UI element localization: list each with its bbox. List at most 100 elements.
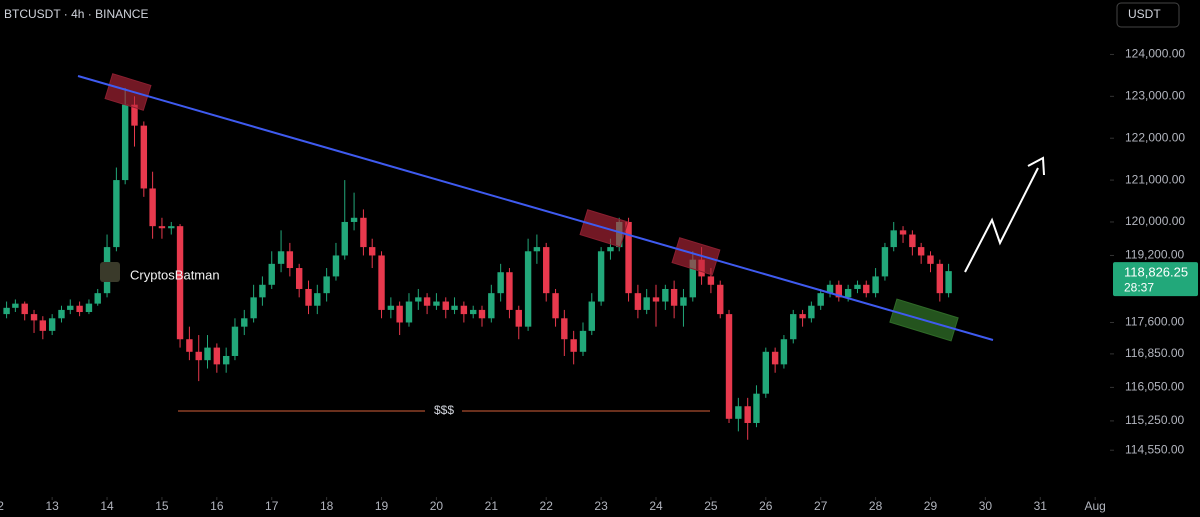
candle-body [735,406,742,419]
candle-body [195,351,202,361]
projection-arrow [964,167,1039,273]
candle-body [442,301,449,310]
x-tick-label: 23 [594,499,608,513]
x-tick-label: 16 [210,499,224,513]
y-tick-label: 116,850.00 [1125,346,1184,360]
candle-body [314,293,321,306]
candle-body [396,305,403,323]
candle-body [863,284,870,294]
x-tick-label: 17 [265,499,279,513]
watermark-icon [100,262,120,282]
candle-body [360,217,367,248]
candle-body [451,305,458,310]
candle-body [259,284,266,298]
candle-body [488,293,495,319]
candle-body [48,318,56,331]
candle-body [176,226,184,340]
y-tick-label: 121,000.00 [1125,172,1185,186]
candle-body [332,255,340,277]
candle-body [854,284,861,289]
candle-body [680,297,687,306]
candle-body [341,221,348,256]
candle-body [113,180,120,248]
x-tick-label: 18 [320,499,334,513]
x-tick-label: 21 [485,499,499,513]
x-tick-label: 12 [0,499,4,513]
candle-body [597,251,605,302]
candle-body [945,271,952,294]
candle-body [725,314,733,419]
candle-body [121,104,129,181]
candle-body [771,351,779,365]
candle-body [368,247,376,256]
x-tick-label: 30 [979,499,993,513]
candle-body [780,339,788,365]
candle-body [295,268,303,289]
x-tick-label: 26 [759,499,773,513]
last-price-box [1113,262,1198,297]
y-tick-label: 115,250.00 [1125,413,1184,427]
candle-body [158,226,166,229]
watermark: CryptosBatman [130,267,220,282]
candle-body [652,297,660,302]
candle-body [524,251,532,327]
x-tick-label: Aug [1084,499,1105,513]
currency-label[interactable]: USDT [1128,7,1161,21]
candle-body [433,301,440,306]
candle-body [881,247,889,277]
candle-body [30,314,38,321]
candle-body [570,339,577,352]
candle-body [909,234,916,248]
y-tick-label: 117,600.00 [1125,315,1184,329]
y-tick-label: 119,200.00 [1125,248,1184,262]
candle-body [76,305,83,313]
candle-body [670,288,678,306]
candle-body [717,284,724,315]
candle-body [478,309,486,319]
x-tick-label: 24 [649,499,663,513]
candle-body [506,272,513,310]
x-tick-label: 14 [100,499,114,513]
candle-body [643,297,650,310]
candle-body [826,284,834,294]
currency-button[interactable] [1116,2,1180,28]
x-tick-label: 27 [814,499,828,513]
zone [671,237,721,276]
candle-body [744,406,751,423]
last-price-label: 118,826.25 [1124,265,1188,280]
arrow-head [1027,156,1045,176]
candle-body [625,221,632,294]
candle-body [168,226,175,229]
candle-body [213,347,221,365]
y-tick-label: 114,550.00 [1125,442,1184,456]
candle-body [808,305,815,319]
candle-body [634,293,642,310]
candle-body [58,309,65,319]
candle-body [790,314,797,340]
y-tick-label: 122,000.00 [1125,130,1185,144]
plot: 124,000.00 123,000.00 122,000.00 121,000.00… [0,47,1185,514]
candle-body [533,247,541,252]
candle-body [835,284,843,298]
candle-body [222,355,230,365]
candle-body [917,247,925,256]
x-tick-label: 19 [375,499,389,513]
candle-body [899,230,907,235]
candle-body [423,297,431,306]
candle-body [762,351,770,394]
candle-body [497,272,504,294]
candle-body [707,276,715,285]
candle-body [21,303,28,315]
symbol-title: BTCUSDT · 4h · BINANCE [4,7,148,21]
candle-body [323,276,330,294]
candle-body [844,288,852,298]
candle-body [579,330,587,352]
candle-body [607,247,614,252]
candle-body [277,251,285,264]
candle-body [231,326,239,356]
x-tick-label: 29 [924,499,938,513]
candle-body [268,263,275,285]
candle-body [927,255,934,264]
candle-body [85,303,93,313]
